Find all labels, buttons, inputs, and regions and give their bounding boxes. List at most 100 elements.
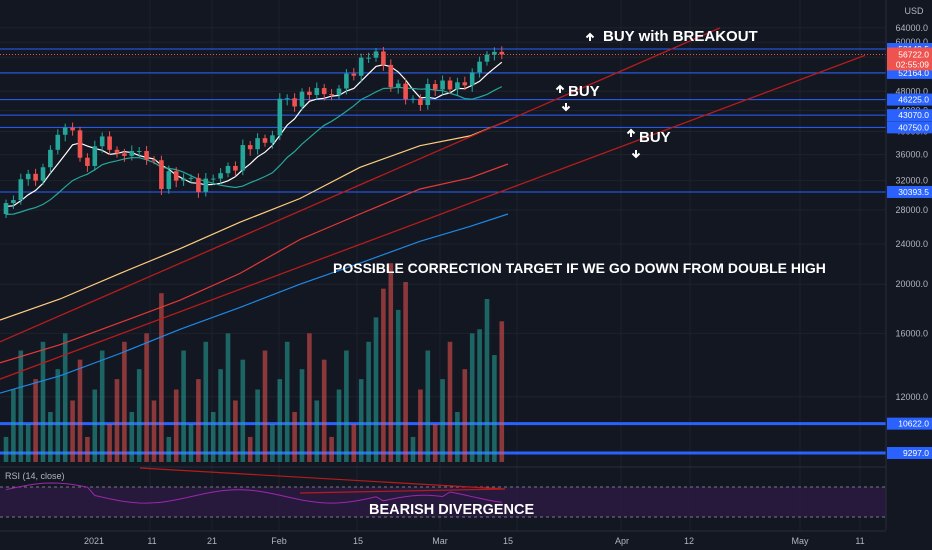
candle-7 [55,134,61,150]
volume-bar-57 [425,350,431,462]
candle-13 [99,136,105,147]
arrow-up-icon-buy-2 [626,128,636,137]
price-tick-label-7: 36000.0 [895,150,928,160]
candle-19 [144,151,149,160]
volume-bar-24 [181,350,186,462]
price-tick-label-1: 60000.0 [895,37,928,47]
volume-bar-14 [107,424,112,462]
volume-bar-38 [284,341,290,462]
candle-26 [196,177,201,192]
volume-bar-11 [85,436,90,462]
volume-bar-10 [77,359,83,462]
rsi-divergence-line-1 [139,467,506,490]
volume-bar-44 [329,436,334,462]
time-tick-label-3: Feb [271,536,287,546]
volume-bar-60 [447,341,453,462]
level-tag-label-5: 30393.5 [898,187,929,197]
ma-orange-line [0,120,509,321]
time-tick-label-1: 11 [147,536,156,546]
volume-bar-25 [188,424,194,462]
candle-51 [381,51,386,65]
volume-bar-42 [314,400,320,462]
volume-bar-21 [159,293,164,462]
volume-bar-8 [62,333,68,462]
volume-bar-54 [403,281,408,462]
volume-bar-58 [432,424,438,462]
time-tick-label-6: 15 [503,536,513,546]
volume-bar-3 [25,424,31,462]
volume-bar-66 [492,355,497,462]
volume-bar-65 [484,299,490,462]
candle-53 [395,83,401,88]
level-tag-bg-7 [887,447,932,459]
candle-12 [92,146,98,166]
candle-2 [18,179,24,201]
candle-25 [188,177,194,179]
annotation-buy-1: BUY [568,83,600,100]
candle-50 [373,51,379,58]
volume-bar-63 [469,333,475,462]
ma-red-line [0,163,509,364]
volume-bar-59 [440,379,445,462]
volume-bar-61 [455,411,460,462]
candle-46 [344,73,349,89]
volume-bar-16 [122,341,127,462]
volume-bar-15 [114,379,120,462]
candle-29 [218,173,223,179]
candle-1 [11,200,16,204]
volume-bar-17 [129,411,135,462]
level-tag-bg-4 [887,121,932,134]
price-tick-label-11: 20000.0 [895,279,928,289]
trend-line-upper [0,27,721,343]
candle-3 [25,173,31,180]
price-tick-label-9: 28000.0 [895,205,928,215]
volume-bar-0 [3,436,9,462]
candle-27 [203,178,209,192]
candle-45 [336,88,342,95]
ma-blue-line [0,213,509,394]
price-tick-label-8: 32000.0 [895,176,928,186]
arrow-up-icon-breakout [585,32,595,41]
axis-unit-label: USD [904,6,924,16]
time-tick-label-0: 2021 [84,536,104,546]
volume-bar-52 [388,263,394,462]
candle-59 [440,80,445,90]
candle-44 [329,94,334,96]
volume-bar-50 [373,317,379,462]
candle-67 [499,51,505,55]
rsi-band [0,487,886,517]
volume-bar-1 [11,389,16,462]
volume-bar-29 [218,369,223,462]
candle-36 [270,135,275,143]
candle-54 [403,83,408,100]
candle-57 [425,84,431,106]
candle-4 [33,173,38,181]
volume-bar-26 [196,379,201,462]
volume-bar-12 [92,389,98,462]
candle-8 [62,127,68,135]
volume-bar-19 [144,333,149,462]
volume-bar-46 [344,350,349,462]
ma-white-line [5,61,503,207]
volume-bar-2 [18,350,24,462]
level-tag-bg-6 [887,417,932,430]
volume-bar-37 [277,379,283,462]
candle-32 [240,145,246,171]
time-tick-label-2: 21 [207,536,217,546]
candle-20 [151,159,157,161]
candle-58 [432,84,438,90]
volume-bar-34 [255,389,260,462]
volume-bar-31 [233,400,238,462]
candle-63 [469,72,475,86]
volume-bar-9 [70,400,75,462]
volume-bar-47 [351,424,357,462]
candle-61 [455,82,460,90]
candle-33 [247,145,253,150]
volume-bar-55 [410,436,416,462]
candle-9 [70,127,75,131]
arrow-down-icon-buy-1 [561,103,571,112]
price-tick-label-12: 16000.0 [895,328,928,338]
volume-bar-23 [173,389,179,462]
